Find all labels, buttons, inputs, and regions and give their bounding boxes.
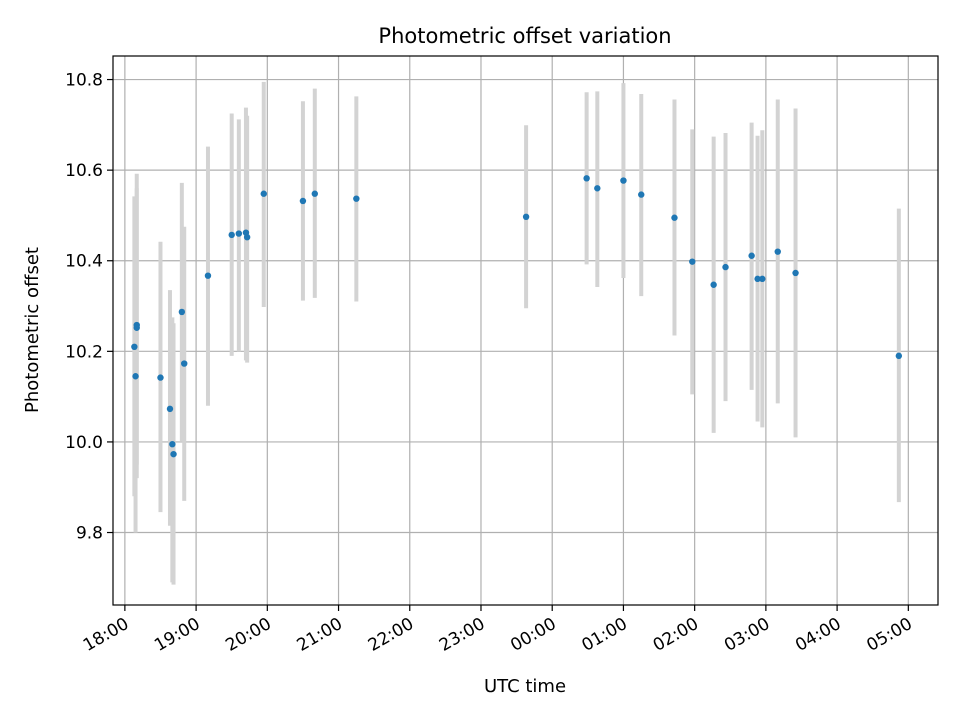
data-point xyxy=(170,450,177,458)
data-point xyxy=(169,440,176,448)
data-point xyxy=(178,308,186,316)
y-tick-label: 9.8 xyxy=(76,524,103,544)
data-point xyxy=(638,191,645,198)
data-point xyxy=(748,252,755,259)
data-point xyxy=(299,197,307,205)
data-point xyxy=(260,190,267,197)
data-point xyxy=(895,352,903,360)
y-axis-ticks: 9.8 10.0 10.2 10.4 10.6 10.8 xyxy=(65,71,113,544)
data-point xyxy=(181,360,188,367)
y-axis-label: Photometric offset xyxy=(22,247,43,413)
data-point xyxy=(157,374,164,381)
data-point xyxy=(689,258,696,265)
data-point xyxy=(722,263,729,271)
y-tick-label: 10.6 xyxy=(65,161,103,181)
data-point xyxy=(594,185,601,192)
data-point xyxy=(754,275,761,283)
data-point xyxy=(133,324,140,331)
data-point xyxy=(353,195,360,202)
data-point xyxy=(620,177,627,184)
data-point xyxy=(522,213,530,221)
x-axis-label: UTC time xyxy=(484,676,566,697)
y-tick-label: 10.4 xyxy=(65,252,103,272)
data-points xyxy=(131,175,903,458)
data-point xyxy=(132,373,139,380)
data-point xyxy=(710,281,717,288)
plot-frame xyxy=(112,55,939,606)
data-point xyxy=(204,272,212,279)
data-point xyxy=(243,233,251,241)
data-point xyxy=(792,269,799,277)
data-point xyxy=(311,190,318,197)
data-point xyxy=(228,231,235,239)
data-point xyxy=(759,275,766,283)
data-point xyxy=(235,230,243,237)
data-point xyxy=(774,248,781,255)
y-tick-label: 10.8 xyxy=(65,71,103,91)
data-point xyxy=(166,405,174,413)
chart-title: Photometric offset variation xyxy=(378,24,671,48)
data-point xyxy=(583,175,590,182)
y-tick-label: 10.2 xyxy=(65,342,103,362)
data-point xyxy=(131,343,138,351)
data-point xyxy=(671,214,678,221)
y-tick-label: 10.0 xyxy=(65,433,103,453)
